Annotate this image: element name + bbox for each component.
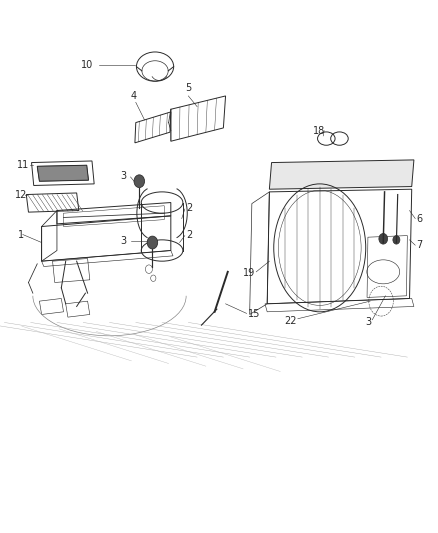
Text: 3: 3 [120, 171, 127, 181]
Text: 7: 7 [416, 240, 422, 250]
Text: 6: 6 [416, 214, 422, 223]
Circle shape [134, 175, 145, 188]
Text: 19: 19 [243, 268, 255, 278]
Text: 11: 11 [17, 160, 29, 170]
Circle shape [147, 236, 158, 249]
Text: 10: 10 [81, 60, 93, 70]
Text: 1: 1 [18, 230, 24, 239]
Text: 15: 15 [247, 310, 260, 319]
Text: 18: 18 [313, 126, 325, 135]
Circle shape [393, 236, 400, 244]
Text: 4: 4 [131, 91, 137, 101]
Text: 3: 3 [120, 236, 127, 246]
Text: 2: 2 [186, 203, 192, 213]
Polygon shape [269, 160, 414, 189]
Polygon shape [37, 165, 88, 181]
Text: 3: 3 [366, 318, 372, 327]
Circle shape [379, 233, 388, 244]
Text: 22: 22 [285, 316, 297, 326]
Text: 5: 5 [185, 83, 191, 93]
Text: 12: 12 [14, 190, 27, 199]
Text: 2: 2 [186, 230, 192, 239]
